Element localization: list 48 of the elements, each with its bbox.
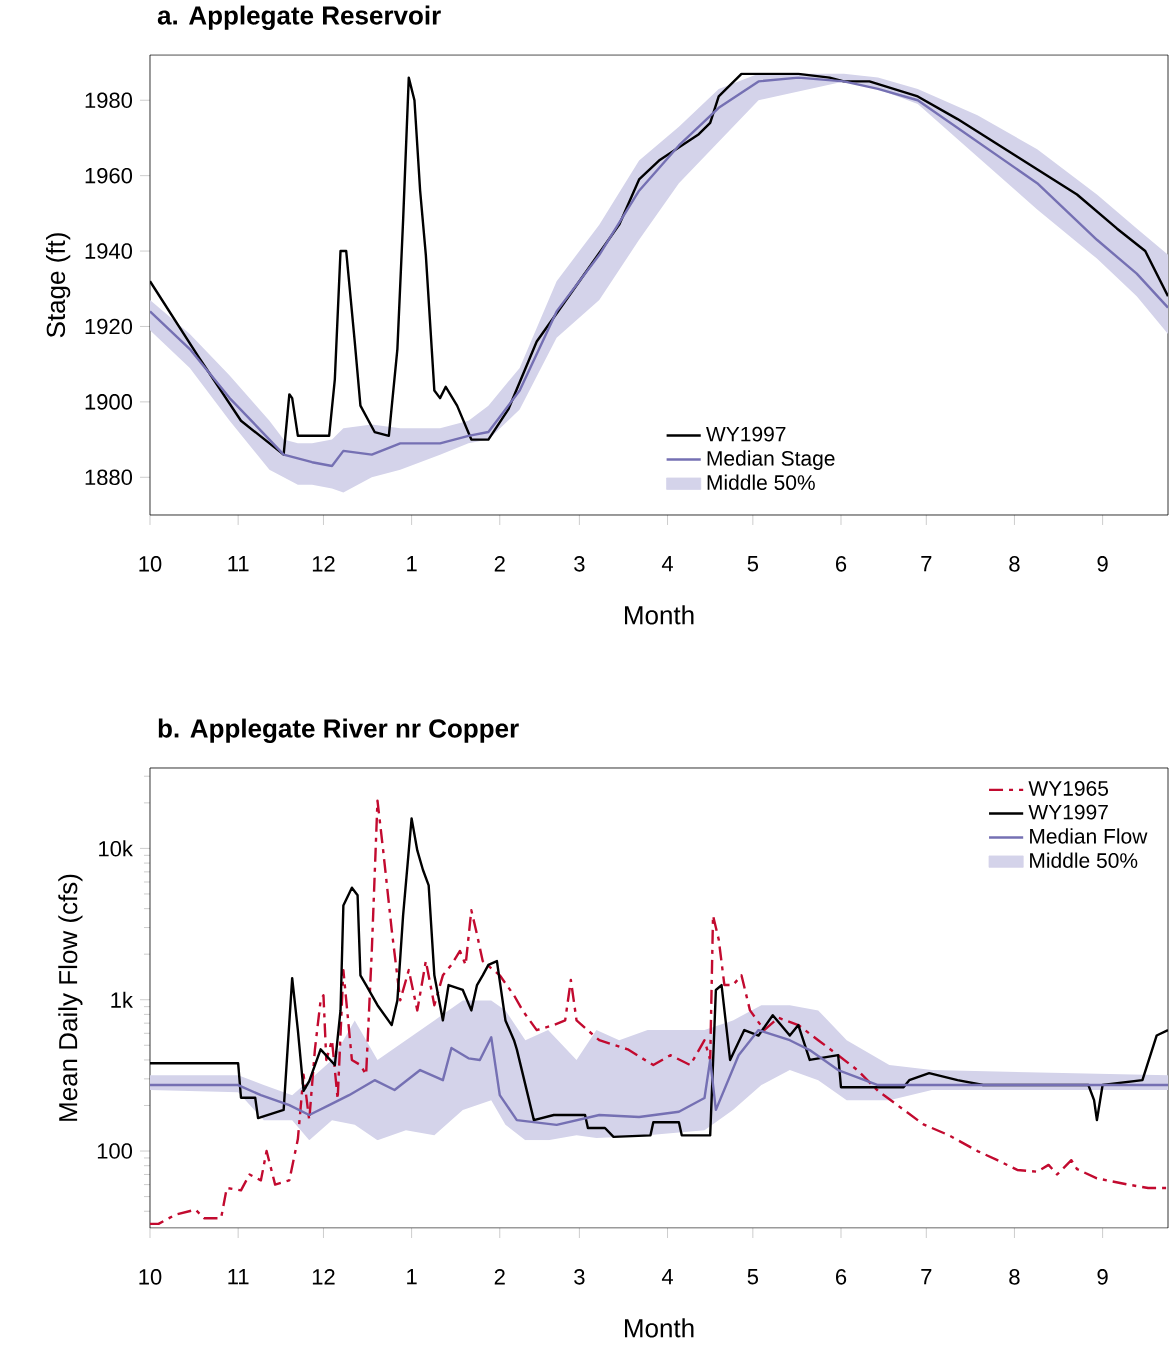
y-tick-label: 1920	[85, 318, 133, 335]
x-tick-label: 10	[139, 1269, 162, 1285]
y-tick-label: 1940	[85, 243, 133, 259]
y-tick-label: 10k	[99, 840, 133, 857]
x-tick-label: 8	[1009, 1269, 1020, 1285]
x-tick-label: 1	[407, 556, 417, 572]
x-tick-label: 1	[407, 1269, 417, 1285]
legend-label: WY1997	[706, 426, 786, 442]
y-tick-label: 100	[97, 1143, 133, 1159]
x-tick-label: 8	[1009, 556, 1020, 572]
y-tick-label: 1960	[85, 167, 133, 184]
x-tick-label: 10	[139, 556, 162, 572]
x-tick-label: 11	[228, 1269, 249, 1285]
x-tick-label: 9	[1097, 556, 1108, 572]
x-tick-label: 12	[312, 1269, 335, 1285]
chart-title: b. Applegate River nr Copper	[158, 718, 519, 743]
x-tick-label: 6	[836, 556, 847, 572]
x-tick-label: 7	[921, 1269, 932, 1285]
y-tick-label: 1880	[85, 469, 133, 486]
chart-title: a. Applegate Reservoir	[157, 5, 441, 30]
x-tick-label: 6	[836, 1269, 847, 1285]
x-tick-label: 4	[661, 556, 673, 572]
x-tick-label: 2	[494, 1269, 505, 1285]
legend-label: Middle 50%	[1030, 852, 1138, 868]
x-tick-label: 5	[747, 1269, 759, 1285]
x-tick-label: 3	[574, 556, 585, 572]
x-tick-label: 3	[574, 1269, 585, 1285]
x-tick-label: 12	[312, 556, 335, 572]
y-tick-label: 1k	[111, 991, 133, 1008]
legend-label: Middle 50%	[707, 474, 815, 491]
legend-label: WY1997	[1028, 804, 1108, 820]
x-tick-label: 2	[494, 556, 505, 572]
x-tick-label: 9	[1097, 1269, 1108, 1285]
x-axis-title: Month	[625, 605, 694, 625]
line-series	[150, 1028, 1169, 1127]
x-tick-label: 4	[661, 1269, 673, 1285]
x-tick-label: 5	[747, 556, 759, 572]
y-axis-title: Mean Daily Flow (cfs)	[58, 874, 83, 1121]
x-tick-label: 7	[921, 556, 932, 572]
y-tick-label: 1980	[85, 92, 133, 109]
x-tick-label: 11	[228, 556, 249, 572]
y-axis-title: Stage (ft)	[46, 233, 71, 338]
x-axis-title: Month	[625, 1318, 694, 1338]
y-tick-label: 1900	[85, 394, 133, 410]
legend-label: Median Flow	[1030, 828, 1148, 844]
legend-label: WY1965	[1028, 781, 1109, 796]
line-series	[150, 799, 1169, 1226]
legend-label: Median Stage	[707, 450, 835, 470]
